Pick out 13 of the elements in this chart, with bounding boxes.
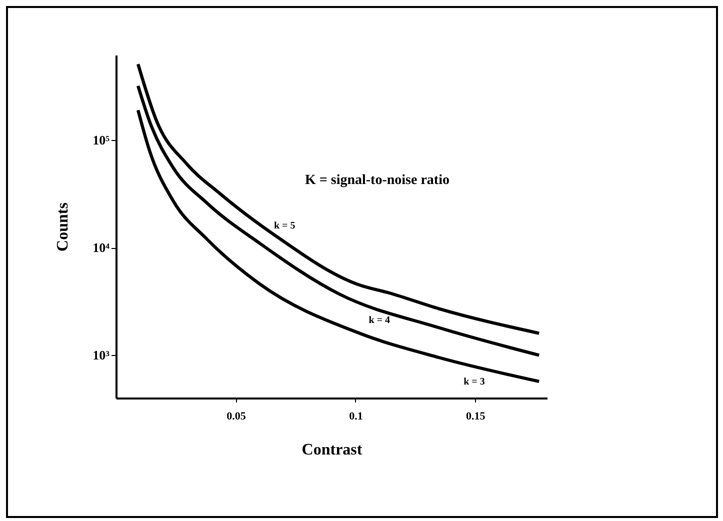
series-label: k = 5 — [274, 220, 296, 232]
line-series — [136, 108, 541, 384]
y-tick-label: 10⁴ — [92, 240, 110, 256]
x-tick-label: 0.1 — [349, 410, 363, 422]
series-label: k = 4 — [368, 315, 390, 326]
y-tick-label: 10³ — [92, 348, 110, 363]
x-axis-title: Contrast — [302, 442, 363, 458]
series-label: k = 3 — [464, 376, 485, 388]
x-tick-label: 0.15 — [466, 410, 486, 422]
y-axis-title: Counts — [54, 202, 72, 252]
y-tick-label: 10⁵ — [92, 132, 110, 148]
annotation: K = signal-to-noise ratio — [305, 173, 450, 188]
x-tick-label: 0.05 — [226, 410, 246, 422]
